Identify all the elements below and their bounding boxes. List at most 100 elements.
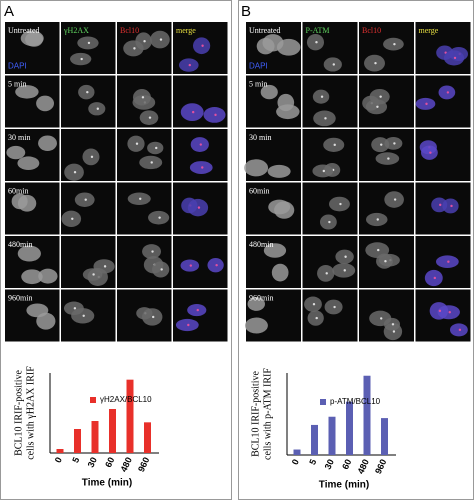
- micrograph: [117, 129, 172, 181]
- nucleus: [244, 159, 269, 177]
- x-tick-label: 960: [373, 458, 388, 476]
- nucleus: [268, 199, 291, 215]
- focus: [189, 264, 193, 267]
- row-label: 60min: [249, 186, 269, 195]
- focus: [379, 95, 382, 98]
- row-label: Untreated: [249, 26, 281, 35]
- focus: [377, 248, 380, 252]
- row-label: 30 min: [8, 133, 30, 142]
- focus: [324, 117, 327, 120]
- focus: [87, 41, 91, 45]
- focus: [447, 260, 450, 263]
- nucleus: [6, 145, 26, 160]
- focus: [450, 204, 453, 208]
- micrograph: [61, 75, 116, 128]
- focus: [392, 330, 396, 333]
- focus: [376, 218, 379, 221]
- focus: [152, 315, 155, 319]
- column-header: Bcl10: [362, 26, 381, 35]
- legend-label: p-ATM/BCL10: [330, 397, 381, 406]
- micrograph: [117, 182, 172, 235]
- nucleus: [11, 193, 28, 210]
- focus: [133, 47, 136, 50]
- focus: [328, 220, 331, 224]
- nucleus: [36, 312, 56, 330]
- column-header: merge: [176, 26, 196, 35]
- focus: [84, 198, 87, 201]
- x-axis-title: Time (min): [82, 478, 132, 489]
- focus: [448, 311, 451, 314]
- bar: [328, 416, 336, 455]
- bar: [346, 401, 353, 455]
- row-label: 480min: [8, 240, 32, 249]
- focus: [320, 95, 324, 98]
- bar: [293, 449, 301, 455]
- nucleus: [263, 243, 287, 258]
- focus: [446, 91, 450, 94]
- focus: [438, 309, 442, 313]
- bar: [311, 424, 318, 455]
- focus: [73, 307, 77, 310]
- focus: [135, 142, 139, 145]
- row-label: 960min: [249, 293, 273, 302]
- y-axis-title: cells with p-ATM IRIF: [262, 368, 273, 460]
- x-tick-label: 0: [290, 458, 301, 467]
- nucleus: [260, 84, 278, 100]
- focus: [333, 305, 336, 309]
- focus: [191, 110, 195, 114]
- row-label: Untreated: [8, 26, 40, 35]
- focus: [391, 323, 395, 326]
- x-axis-title: Time (min): [319, 480, 369, 491]
- bar: [363, 375, 371, 455]
- focus: [374, 61, 377, 65]
- focus: [86, 90, 89, 94]
- focus: [453, 56, 457, 60]
- focus: [315, 41, 318, 44]
- focus: [322, 169, 326, 173]
- bar: [126, 379, 134, 453]
- focus: [148, 116, 152, 119]
- focus: [199, 143, 202, 146]
- bar: [109, 409, 116, 453]
- focus: [312, 302, 316, 306]
- nucleus: [276, 38, 301, 56]
- focus: [141, 96, 145, 99]
- focus: [344, 255, 347, 258]
- x-tick-label: 5: [307, 458, 318, 467]
- y-axis-title: cells with γH2AX IRIF: [25, 366, 36, 460]
- focus: [143, 39, 146, 43]
- row-label: 30 min: [249, 133, 271, 142]
- focus: [103, 265, 107, 268]
- focus: [433, 276, 436, 280]
- focus: [82, 314, 85, 318]
- nucleus: [244, 317, 268, 334]
- nucleus: [267, 164, 291, 178]
- nucleus: [17, 245, 41, 262]
- panel-letter: B: [241, 3, 251, 20]
- nucleus: [38, 135, 57, 151]
- nucleus: [277, 93, 295, 112]
- focus: [73, 171, 77, 174]
- row-label: 960min: [8, 293, 32, 302]
- x-tick-label: 5: [70, 456, 81, 465]
- focus: [187, 323, 190, 327]
- focus: [387, 157, 390, 160]
- focus: [92, 273, 95, 276]
- focus: [332, 63, 335, 66]
- focus: [151, 250, 154, 253]
- focus: [158, 216, 161, 219]
- focus: [333, 143, 336, 147]
- x-tick-label: 960: [136, 456, 151, 474]
- focus: [201, 166, 204, 169]
- focus: [150, 161, 153, 164]
- row-label: 60min: [8, 186, 28, 195]
- column-header: γH2AX: [63, 26, 89, 35]
- focus: [96, 107, 100, 110]
- focus: [343, 269, 346, 272]
- nucleus: [20, 30, 44, 47]
- column-header: merge: [419, 26, 439, 35]
- x-tick-label: 480: [356, 458, 371, 476]
- focus: [376, 105, 379, 108]
- focus: [339, 202, 342, 206]
- bar: [144, 422, 151, 453]
